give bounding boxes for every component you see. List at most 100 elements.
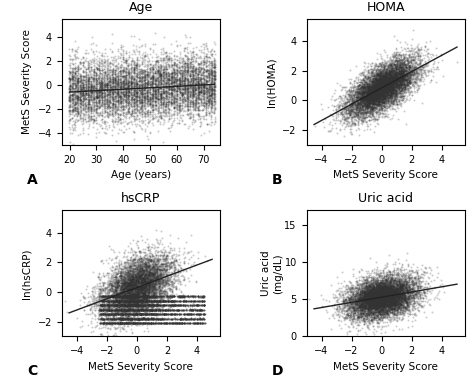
Point [208,98,216,104]
Point [386,76,394,82]
Point [143,91,150,98]
Point [333,274,340,280]
Point [118,302,126,308]
Point [388,294,396,300]
Point [396,79,404,85]
Point [159,66,166,72]
Point [99,300,106,306]
Point [362,97,369,103]
Point [395,83,403,89]
Point [135,68,142,74]
Point [355,313,362,319]
Point [367,292,374,298]
Point [365,299,373,305]
Point [125,289,132,295]
Point [97,302,104,308]
Point [114,79,121,85]
Point [211,105,219,111]
Point [109,312,117,318]
Point [381,83,388,89]
Point [127,270,134,276]
Point [182,77,189,83]
Point [372,296,379,302]
Point [397,90,405,96]
Point [126,77,133,83]
Point [99,295,107,301]
Point [119,284,127,290]
Point [356,299,363,305]
Point [380,286,387,292]
Point [71,125,78,131]
Point [155,107,163,113]
Point [190,316,197,322]
Point [370,286,378,292]
Point [363,96,370,102]
Point [120,82,128,88]
Point [350,313,358,319]
Point [375,296,383,302]
Point [126,316,134,322]
Point [120,289,128,295]
Point [369,292,376,298]
Point [367,287,375,293]
Point [411,79,419,85]
Point [176,320,183,326]
Point [151,273,158,279]
Point [372,285,379,291]
Point [170,275,178,281]
Point [118,316,126,322]
Point [181,73,188,79]
Point [121,283,128,289]
Point [129,294,137,301]
Point [151,280,159,286]
Point [369,275,376,281]
Point [375,72,383,78]
Point [126,303,134,309]
Point [365,288,373,294]
Point [157,266,164,272]
Point [381,304,388,310]
Point [160,265,168,271]
Point [181,83,189,89]
Point [391,88,398,94]
Point [388,79,395,85]
Point [141,307,148,313]
Point [388,71,395,77]
Point [129,91,137,98]
Point [158,273,166,279]
Point [126,311,134,317]
Point [346,105,353,112]
Point [380,78,387,84]
Point [381,315,389,321]
Point [69,73,77,79]
Point [379,296,386,302]
Point [368,286,375,292]
Point [417,271,425,277]
Point [164,311,172,318]
Point [344,312,352,318]
Point [195,96,202,102]
Point [157,73,164,79]
Point [172,251,179,257]
Point [138,94,146,100]
Point [159,273,166,279]
Point [146,118,153,124]
Point [375,73,383,79]
Point [364,277,371,283]
Point [373,82,381,88]
Point [165,294,173,301]
Point [380,98,388,104]
Point [383,302,391,308]
Point [79,79,86,85]
Point [158,285,165,291]
Point [190,85,197,91]
Point [163,75,171,81]
Point [381,87,389,93]
Point [146,94,154,100]
Point [374,93,382,99]
Point [378,277,386,283]
Point [390,94,398,101]
Point [369,105,376,111]
Point [388,306,396,312]
Point [135,279,143,285]
